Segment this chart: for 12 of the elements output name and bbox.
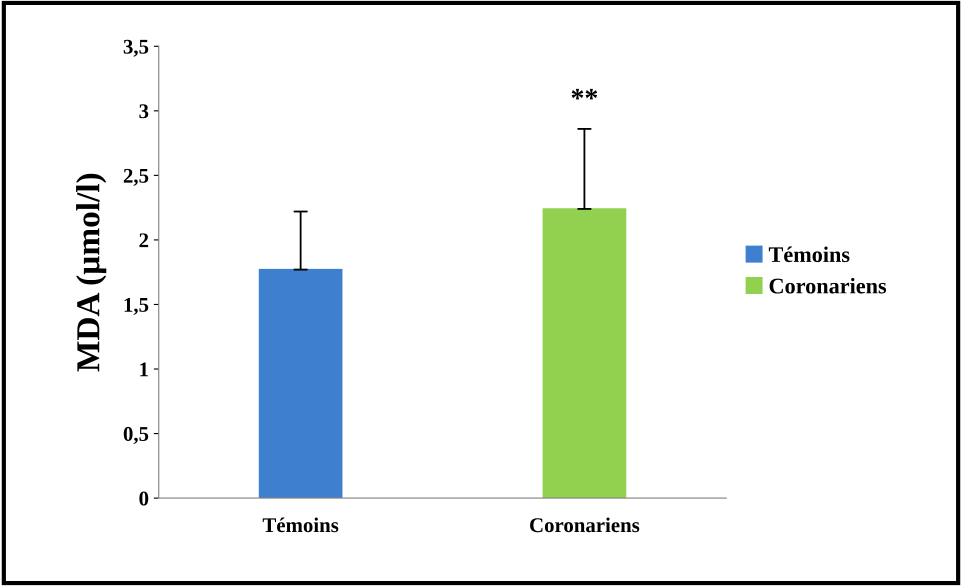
y-axis-title: MDA (µmol/l) — [76, 174, 106, 372]
y-tick-label: 3 — [139, 104, 148, 118]
legend-label: Témoins — [768, 246, 850, 262]
y-tick-label: 1 — [140, 362, 148, 376]
y-tick-label: 1,5 — [124, 298, 148, 315]
y-tick-label: 2,5 — [124, 168, 148, 186]
annotation: ** — [572, 88, 598, 100]
y-tick-label: 0,5 — [124, 426, 148, 444]
y-tick-label: 3,5 — [124, 40, 148, 57]
y-tick-label: 2 — [139, 233, 148, 248]
legend-label: Coronariens — [770, 278, 886, 294]
y-tick-label: 0 — [139, 491, 148, 506]
